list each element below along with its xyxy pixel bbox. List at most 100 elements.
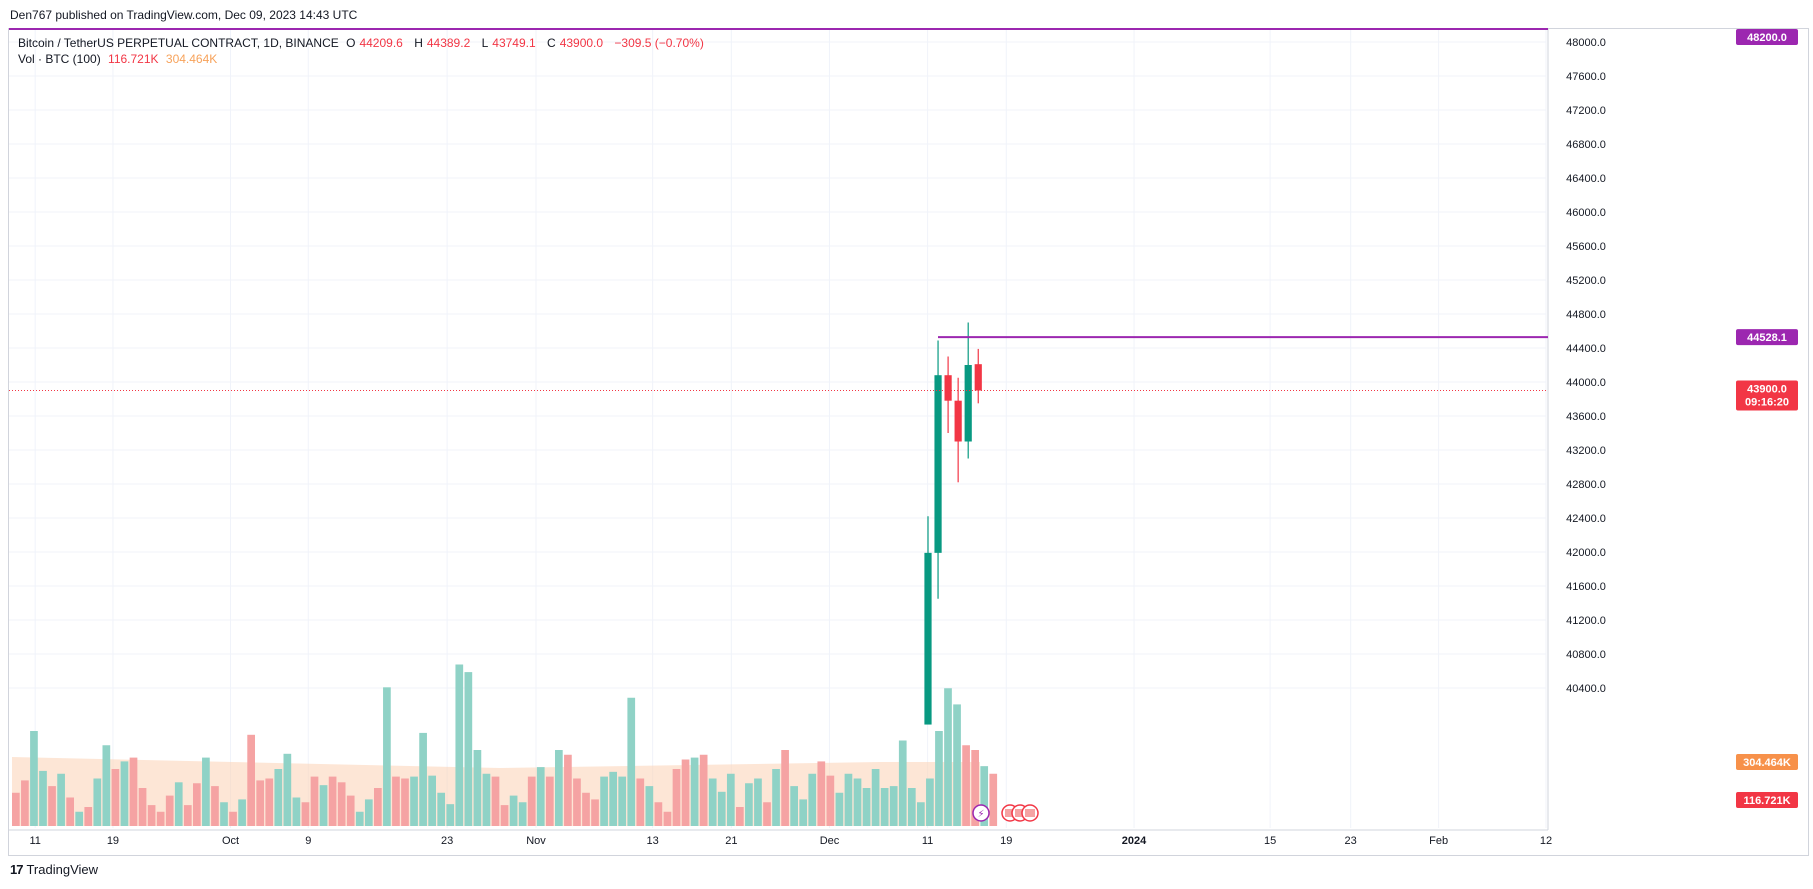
x-tick-label: 12 <box>1540 835 1552 847</box>
y-tick-label: 44000.0 <box>1566 377 1606 389</box>
volume-bar <box>147 805 156 826</box>
volume-bar <box>726 773 735 826</box>
volume-bar <box>844 773 853 826</box>
volume-bar <box>672 769 681 826</box>
y-tick-label: 42400.0 <box>1566 513 1606 525</box>
y-tick-label: 44400.0 <box>1566 343 1606 355</box>
level-48200-label: 48200.0 <box>1736 29 1798 45</box>
volume-ma-label: 304.464K <box>1736 754 1798 770</box>
y-tick-label: 44800.0 <box>1566 309 1606 321</box>
candle-body <box>924 552 932 725</box>
volume-bar <box>455 664 464 826</box>
volume-bar <box>518 802 527 826</box>
volume-bar <box>944 688 952 826</box>
volume-bar <box>410 776 418 826</box>
y-tick-label: 47200.0 <box>1566 105 1606 117</box>
volume-bar <box>12 792 20 826</box>
volume-bar <box>708 778 717 826</box>
volume-bar <box>835 792 844 826</box>
x-tick-label: 21 <box>725 835 737 847</box>
volume-bar <box>826 775 835 826</box>
volume-bar <box>889 786 898 826</box>
volume-bar <box>220 802 228 826</box>
x-tick-label: Feb <box>1429 835 1448 847</box>
ohlc-legend-row: Bitcoin / TetherUS PERPETUAL CONTRACT, 1… <box>18 35 708 51</box>
y-tick-label: 42000.0 <box>1566 547 1606 559</box>
volume-bar <box>283 753 292 826</box>
volume-bar <box>238 799 246 826</box>
volume-bar <box>174 782 183 826</box>
volume-bar <box>862 788 871 826</box>
volume-bar <box>211 786 219 826</box>
symbol-title[interactable]: Bitcoin / TetherUS PERPETUAL CONTRACT, 1… <box>18 36 339 50</box>
published-caption: Den767 published on TradingView.com, Dec… <box>10 8 358 22</box>
x-tick-label: Dec <box>820 835 840 847</box>
volume-bar <box>609 771 617 826</box>
volume-bar <box>446 804 455 826</box>
volume-bar <box>917 802 925 826</box>
volume-bar <box>84 807 93 826</box>
volume-bar <box>636 778 645 826</box>
x-tick-label: 13 <box>647 835 659 847</box>
y-tick-label: 41200.0 <box>1566 615 1606 627</box>
volume-bar <box>962 745 970 826</box>
y-tick-label: 48000.0 <box>1566 37 1606 49</box>
volume-bar <box>102 745 111 826</box>
volume-bar <box>564 754 572 826</box>
last-price-label: 43900.009:16:20 <box>1736 380 1798 411</box>
volume-bar <box>781 750 789 826</box>
volume-bar <box>500 805 509 826</box>
x-tick-label: 23 <box>441 835 453 847</box>
x-tick-label: Oct <box>222 835 239 847</box>
volume-bar <box>473 750 482 826</box>
y-tick-label: 46800.0 <box>1566 139 1606 151</box>
close-value: C 43900.0 <box>547 36 604 50</box>
volume-bar <box>364 799 373 826</box>
volume-bar <box>745 783 753 826</box>
volume-bar <box>247 734 255 826</box>
y-tick-label: 40800.0 <box>1566 649 1606 661</box>
candle-body <box>964 365 972 442</box>
volume-bar <box>573 778 581 826</box>
volume-bar <box>699 754 708 826</box>
volume-bar <box>907 788 916 826</box>
open-value: O 44209.6 <box>346 36 403 50</box>
volume-bar <box>355 811 364 826</box>
y-tick-label: 43200.0 <box>1566 445 1606 457</box>
x-tick-label: Nov <box>526 835 546 847</box>
volume-bar <box>763 802 771 826</box>
x-tick-label: 15 <box>1264 835 1276 847</box>
volume-bar <box>120 761 129 826</box>
volume-bar <box>229 811 237 826</box>
y-tick-label: 46000.0 <box>1566 207 1606 219</box>
volume-bar <box>926 778 934 826</box>
volume-bar <box>392 776 400 826</box>
volume-bar <box>202 757 210 826</box>
last-price-label-text: 09:16:20 <box>1745 397 1789 409</box>
volume-bar <box>980 766 989 826</box>
volume-bar <box>871 769 880 826</box>
volume-bar <box>30 731 38 826</box>
volume-title[interactable]: Vol · BTC (100) <box>18 52 101 66</box>
volume-bar <box>654 802 663 826</box>
volume-bar <box>681 759 690 826</box>
lightning-icon: ⚡ <box>977 809 984 820</box>
volume-bar <box>772 769 780 826</box>
x-tick-label: 9 <box>305 835 311 847</box>
y-tick-label: 47600.0 <box>1566 71 1606 83</box>
volume-bar <box>337 782 346 826</box>
volume-bar <box>898 740 907 826</box>
volume-bar <box>66 797 74 826</box>
volume-bar <box>880 788 889 826</box>
low-value: L 43749.1 <box>481 36 536 50</box>
volume-bar <box>536 767 545 826</box>
y-tick-label: 43600.0 <box>1566 411 1606 423</box>
tradingview-footer[interactable]: 17 TradingView <box>10 862 98 877</box>
volume-bar <box>491 776 500 826</box>
volume-ma-value: 304.464K <box>165 52 218 66</box>
volume-bar <box>374 788 382 826</box>
volume-last-label-bg <box>1736 792 1798 808</box>
x-tick-label: 23 <box>1345 835 1357 847</box>
volume-bar <box>437 792 446 826</box>
